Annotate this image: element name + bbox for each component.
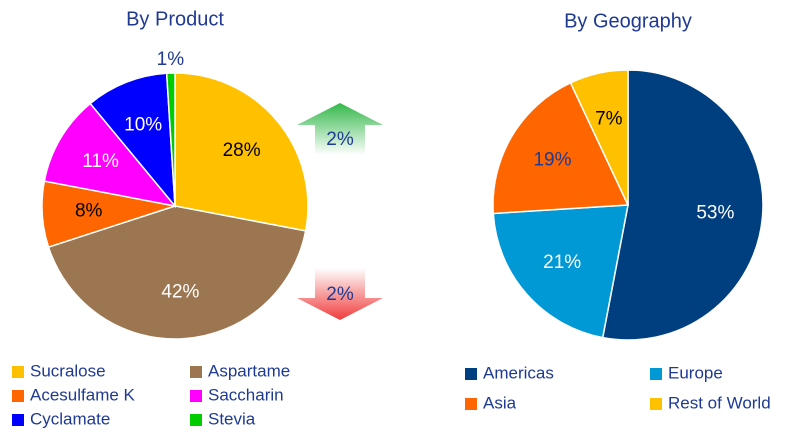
pie-slice xyxy=(47,205,307,340)
data-label: 42% xyxy=(161,281,199,302)
legend-swatch xyxy=(12,414,24,426)
arrow xyxy=(297,103,383,155)
arrow xyxy=(297,268,383,320)
annotation: 2% xyxy=(326,284,354,305)
data-label: 28% xyxy=(223,140,261,161)
legend-swatch xyxy=(190,390,202,402)
legend-label: Aspartame xyxy=(208,361,290,380)
legend-label: Acesulfame K xyxy=(30,385,136,404)
data-label: 11% xyxy=(82,151,119,172)
annotation: 2% xyxy=(326,129,354,150)
legend-swatch xyxy=(650,398,662,410)
data-label: 21% xyxy=(543,252,581,273)
legend-label: Rest of World xyxy=(668,393,771,412)
data-label: 8% xyxy=(75,200,103,221)
legend-swatch xyxy=(465,368,477,380)
legend-label: Saccharin xyxy=(208,385,284,404)
data-label: 7% xyxy=(595,108,623,129)
chart-title: By Product xyxy=(126,8,224,30)
legend-label: Stevia xyxy=(208,409,256,428)
legend-swatch xyxy=(650,368,662,380)
legend-swatch xyxy=(190,366,202,378)
legend-swatch xyxy=(190,414,202,426)
legend-label: Europe xyxy=(668,363,723,382)
pie-slice xyxy=(89,72,176,209)
data-label: 10% xyxy=(124,115,162,136)
pie-slice xyxy=(601,69,764,341)
pie-slice xyxy=(569,69,629,206)
legend-swatch xyxy=(465,398,477,410)
pie-slice xyxy=(174,72,309,232)
legend-label: Sucralose xyxy=(30,361,106,380)
pie-slice xyxy=(43,102,177,208)
pie-slice xyxy=(492,204,629,339)
chart-title: By Geography xyxy=(564,10,692,32)
pie-slice xyxy=(492,81,630,215)
legend-label: Americas xyxy=(483,363,554,382)
legend-swatch xyxy=(12,390,24,402)
data-label: 19% xyxy=(533,149,571,170)
data-label: 1% xyxy=(157,49,185,70)
legend-label: Cyclamate xyxy=(30,409,110,428)
pie-slice xyxy=(165,72,176,207)
data-label: 53% xyxy=(696,202,734,223)
legend-label: Asia xyxy=(483,393,517,412)
legend-swatch xyxy=(12,366,24,378)
